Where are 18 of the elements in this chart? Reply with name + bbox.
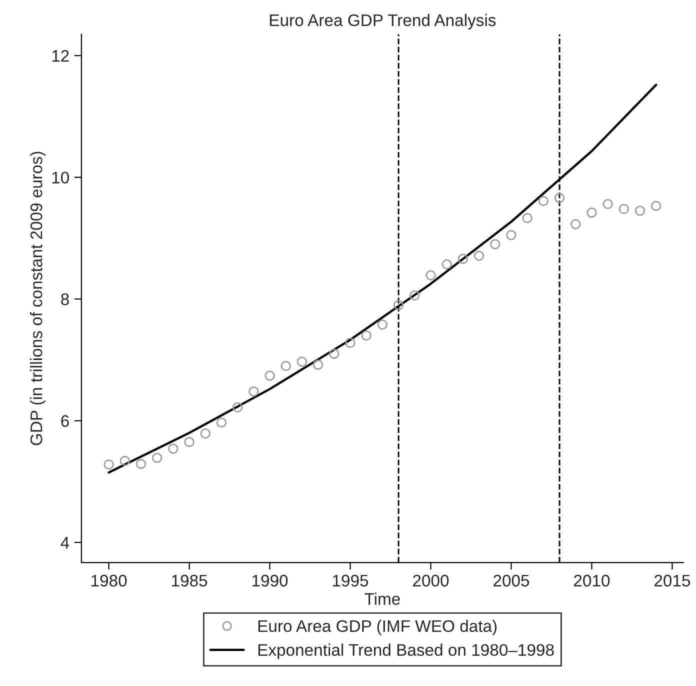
x-tick-label: 1995 xyxy=(332,574,368,587)
y-tick-label: 8 xyxy=(61,293,69,306)
x-tick-label: 2000 xyxy=(413,574,449,587)
y-tick-label: 4 xyxy=(60,537,70,548)
y-tick-label: 12 xyxy=(52,50,69,62)
legend-label: Exponential Trend Based on 1980–1998 xyxy=(258,644,554,660)
x-tick-label: 2010 xyxy=(574,574,610,587)
legend-label: Euro Area GDP (IMF WEO data) xyxy=(258,620,497,636)
y-axis-title: GDP (in trillions of constant 2009 euros) xyxy=(30,152,46,446)
chart-title: Euro Area GDP Trend Analysis xyxy=(270,14,496,30)
x-tick-label: 2005 xyxy=(494,574,530,587)
x-tick-label: 1985 xyxy=(172,574,208,587)
y-tick-label: 6 xyxy=(61,415,69,427)
y-tick-label: 10 xyxy=(52,172,69,184)
x-axis-title: Time xyxy=(364,592,400,605)
x-tick-label: 1980 xyxy=(92,574,127,587)
x-tick-label: 1990 xyxy=(252,574,288,587)
x-tick-label: 2015 xyxy=(654,574,690,587)
